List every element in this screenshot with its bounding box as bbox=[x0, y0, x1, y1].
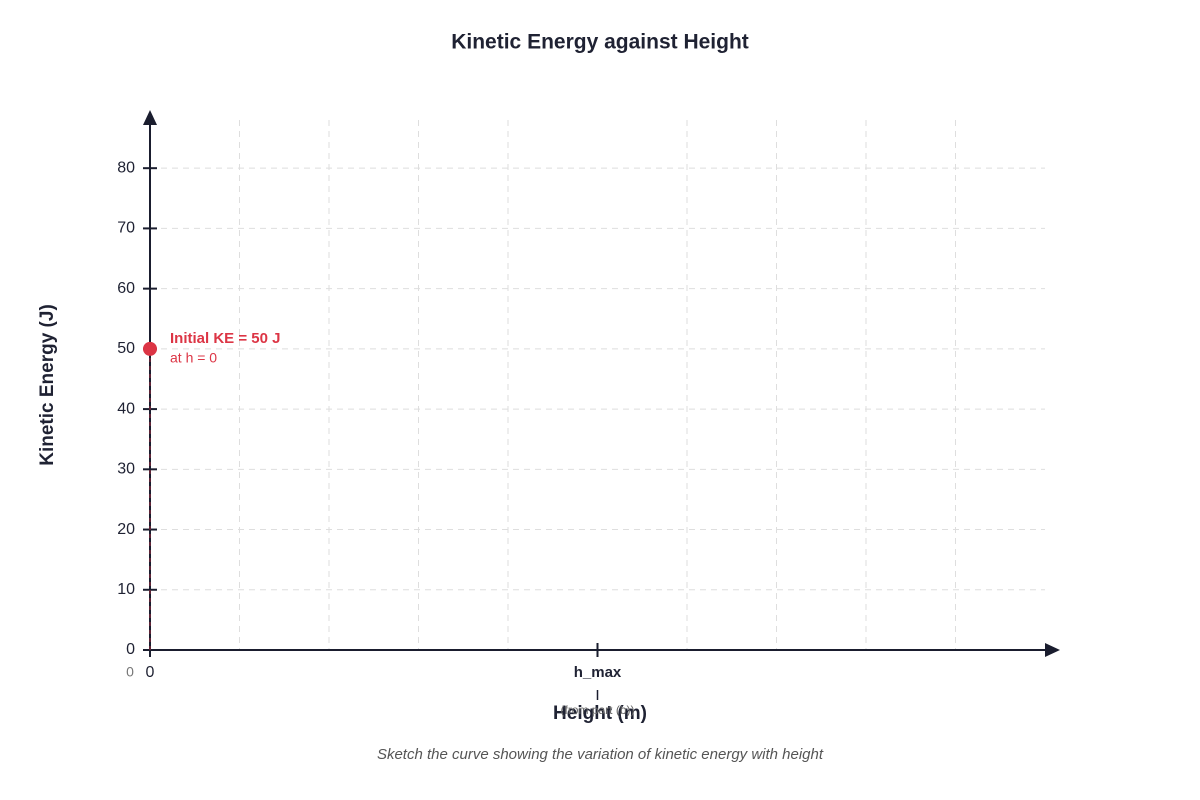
y-axis-arrow bbox=[143, 110, 157, 125]
y-tick-label: 20 bbox=[117, 521, 135, 538]
origin-label: 0 bbox=[126, 664, 134, 680]
y-tick-label: 30 bbox=[117, 461, 135, 478]
y-tick-label: 40 bbox=[117, 400, 135, 417]
y-axis-label: Kinetic Energy (J) bbox=[37, 304, 58, 466]
annotation-title: Initial KE = 50 J bbox=[170, 330, 280, 347]
x-axis-label: Height (m) bbox=[553, 703, 647, 724]
caption: Sketch the curve showing the variation o… bbox=[377, 746, 824, 763]
annotation-subtitle: at h = 0 bbox=[170, 350, 217, 366]
chart-title: Kinetic Energy against Height bbox=[451, 31, 749, 54]
y-tick-label: 80 bbox=[117, 159, 135, 176]
x-tick-note: (from part (b)) bbox=[560, 703, 634, 717]
x-tick-label: 0 bbox=[146, 664, 155, 681]
y-tick-label: 10 bbox=[117, 581, 135, 598]
data-point bbox=[143, 341, 157, 356]
y-tick-label: 0 bbox=[126, 641, 135, 658]
y-tick-label: 60 bbox=[117, 280, 135, 297]
y-tick-label: 50 bbox=[117, 340, 135, 357]
x-tick-label: h_max bbox=[574, 664, 622, 681]
y-tick-label: 70 bbox=[117, 220, 135, 237]
x-axis-arrow bbox=[1045, 643, 1060, 657]
